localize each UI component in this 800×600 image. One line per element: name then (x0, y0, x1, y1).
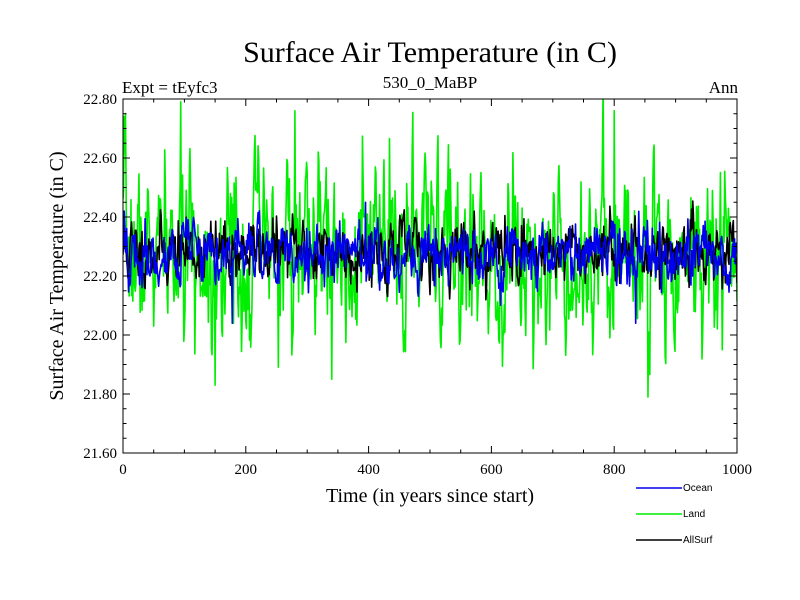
y-tick-label: 21.60 (83, 446, 117, 462)
y-tick-label: 22.00 (83, 328, 117, 344)
season-label: Ann (709, 78, 739, 97)
x-tick-label: 0 (119, 462, 127, 478)
y-tick-label: 22.60 (83, 151, 117, 167)
x-tick-label: 200 (235, 462, 258, 478)
y-tick-labels: 21.60 21.80 22.00 22.20 22.40 22.60 22.80 (83, 92, 117, 462)
experiment-label: Expt = tEyfc3 (122, 78, 218, 97)
x-tick-label: 600 (480, 462, 503, 478)
legend-label-allsurf: AllSurf (683, 535, 713, 546)
series-line-allsurf (123, 200, 737, 301)
chart-title: Surface Air Temperature (in C) (243, 36, 617, 69)
legend: Ocean Land AllSurf (636, 483, 713, 546)
x-tick-label: 800 (603, 462, 626, 478)
y-axis-label: Surface Air Temperature (in C) (46, 151, 68, 400)
x-tick-labels: 0 200 400 600 800 1000 (119, 462, 752, 478)
series-layer (123, 99, 737, 398)
x-axis-label: Time (in years since start) (326, 485, 534, 507)
x-tick-label: 400 (357, 462, 380, 478)
period-label: 530_0_MaBP (383, 73, 477, 92)
legend-label-ocean: Ocean (683, 483, 712, 494)
y-tick-label: 22.40 (83, 210, 117, 226)
legend-label-land: Land (683, 509, 705, 520)
series-line-ocean (123, 201, 737, 324)
y-tick-label: 22.20 (83, 269, 117, 285)
y-tick-label: 21.80 (83, 387, 117, 403)
x-tick-label: 1000 (722, 462, 752, 478)
ticks-layer (122, 98, 738, 454)
y-tick-label: 22.80 (83, 92, 117, 108)
